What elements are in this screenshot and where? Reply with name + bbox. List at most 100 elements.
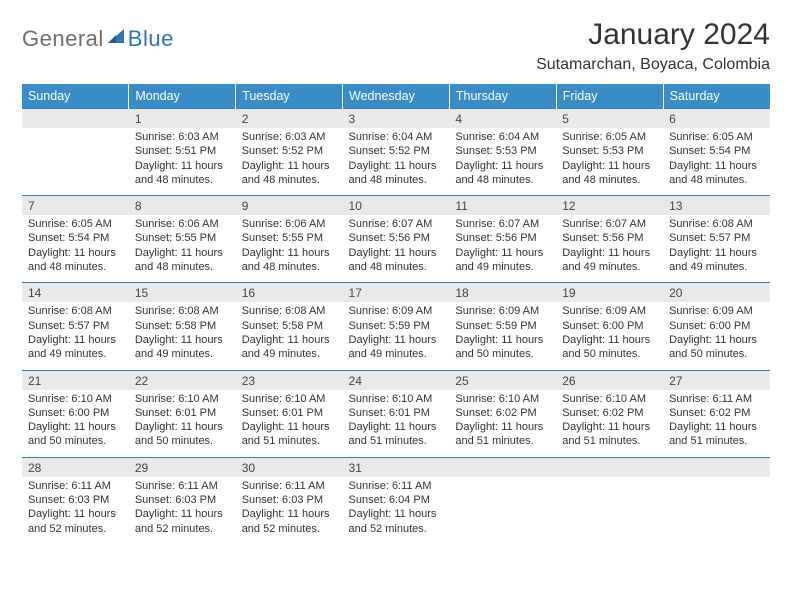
day-cell — [22, 128, 129, 196]
daylight-text: Daylight: 11 hours and 50 minutes. — [455, 333, 550, 362]
sunrise-text: Sunrise: 6:10 AM — [562, 392, 657, 406]
sunset-text: Sunset: 6:01 PM — [349, 406, 444, 420]
day-number: 15 — [129, 283, 236, 303]
dayname-tuesday: Tuesday — [236, 84, 343, 109]
day-cell: Sunrise: 6:07 AMSunset: 5:56 PMDaylight:… — [556, 215, 663, 283]
day-number: 10 — [343, 196, 450, 216]
daylight-text: Daylight: 11 hours and 49 minutes. — [242, 333, 337, 362]
sunrise-text: Sunrise: 6:07 AM — [562, 217, 657, 231]
daylight-text: Daylight: 11 hours and 48 minutes. — [669, 159, 764, 188]
sunrise-text: Sunrise: 6:05 AM — [669, 130, 764, 144]
dayname-saturday: Saturday — [663, 84, 770, 109]
sunset-text: Sunset: 5:55 PM — [242, 231, 337, 245]
sunset-text: Sunset: 6:00 PM — [562, 319, 657, 333]
sunrise-text: Sunrise: 6:10 AM — [349, 392, 444, 406]
day-cell: Sunrise: 6:11 AMSunset: 6:02 PMDaylight:… — [663, 390, 770, 458]
sunrise-text: Sunrise: 6:07 AM — [349, 217, 444, 231]
daylight-text: Daylight: 11 hours and 49 minutes. — [562, 246, 657, 275]
day-cell: Sunrise: 6:07 AMSunset: 5:56 PMDaylight:… — [343, 215, 450, 283]
sunset-text: Sunset: 5:53 PM — [455, 144, 550, 158]
daylight-text: Daylight: 11 hours and 48 minutes. — [135, 246, 230, 275]
sunset-text: Sunset: 5:57 PM — [669, 231, 764, 245]
day-number: 20 — [663, 283, 770, 303]
dayname-row: Sunday Monday Tuesday Wednesday Thursday… — [22, 84, 770, 109]
day-cell — [556, 477, 663, 544]
day-cell: Sunrise: 6:05 AMSunset: 5:54 PMDaylight:… — [22, 215, 129, 283]
calendar-table: Sunday Monday Tuesday Wednesday Thursday… — [22, 84, 770, 544]
dayname-sunday: Sunday — [22, 84, 129, 109]
sunrise-text: Sunrise: 6:08 AM — [28, 304, 123, 318]
day-number: 6 — [663, 109, 770, 129]
sunrise-text: Sunrise: 6:09 AM — [349, 304, 444, 318]
daylight-text: Daylight: 11 hours and 48 minutes. — [349, 159, 444, 188]
day-number — [22, 109, 129, 129]
day-cell: Sunrise: 6:06 AMSunset: 5:55 PMDaylight:… — [129, 215, 236, 283]
day-number: 26 — [556, 370, 663, 390]
sunset-text: Sunset: 5:59 PM — [455, 319, 550, 333]
sunrise-text: Sunrise: 6:11 AM — [242, 479, 337, 493]
sunset-text: Sunset: 6:00 PM — [669, 319, 764, 333]
day-number: 24 — [343, 370, 450, 390]
day-number: 21 — [22, 370, 129, 390]
day-number: 27 — [663, 370, 770, 390]
sunset-text: Sunset: 6:03 PM — [135, 493, 230, 507]
daylight-text: Daylight: 11 hours and 50 minutes. — [135, 420, 230, 449]
day-number: 2 — [236, 109, 343, 129]
day-number: 3 — [343, 109, 450, 129]
daylight-text: Daylight: 11 hours and 51 minutes. — [242, 420, 337, 449]
day-cell: Sunrise: 6:11 AMSunset: 6:03 PMDaylight:… — [236, 477, 343, 544]
sunrise-text: Sunrise: 6:08 AM — [135, 304, 230, 318]
day-number — [449, 457, 556, 477]
sunset-text: Sunset: 6:02 PM — [455, 406, 550, 420]
day-body-row: Sunrise: 6:10 AMSunset: 6:00 PMDaylight:… — [22, 390, 770, 458]
day-cell: Sunrise: 6:04 AMSunset: 5:52 PMDaylight:… — [343, 128, 450, 196]
day-cell: Sunrise: 6:05 AMSunset: 5:53 PMDaylight:… — [556, 128, 663, 196]
day-cell: Sunrise: 6:07 AMSunset: 5:56 PMDaylight:… — [449, 215, 556, 283]
sunrise-text: Sunrise: 6:05 AM — [562, 130, 657, 144]
day-cell: Sunrise: 6:09 AMSunset: 5:59 PMDaylight:… — [343, 302, 450, 370]
sunrise-text: Sunrise: 6:05 AM — [28, 217, 123, 231]
sunset-text: Sunset: 5:58 PM — [242, 319, 337, 333]
sunrise-text: Sunrise: 6:04 AM — [349, 130, 444, 144]
dayname-friday: Friday — [556, 84, 663, 109]
day-cell: Sunrise: 6:04 AMSunset: 5:53 PMDaylight:… — [449, 128, 556, 196]
day-number: 31 — [343, 457, 450, 477]
sunset-text: Sunset: 6:01 PM — [242, 406, 337, 420]
day-number — [556, 457, 663, 477]
sunset-text: Sunset: 6:03 PM — [28, 493, 123, 507]
daylight-text: Daylight: 11 hours and 52 minutes. — [242, 507, 337, 536]
sunrise-text: Sunrise: 6:03 AM — [135, 130, 230, 144]
day-number: 12 — [556, 196, 663, 216]
sunrise-text: Sunrise: 6:07 AM — [455, 217, 550, 231]
daylight-text: Daylight: 11 hours and 50 minutes. — [669, 333, 764, 362]
daylight-text: Daylight: 11 hours and 49 minutes. — [28, 333, 123, 362]
day-cell: Sunrise: 6:03 AMSunset: 5:52 PMDaylight:… — [236, 128, 343, 196]
daylight-text: Daylight: 11 hours and 48 minutes. — [242, 246, 337, 275]
day-number: 18 — [449, 283, 556, 303]
day-body-row: Sunrise: 6:08 AMSunset: 5:57 PMDaylight:… — [22, 302, 770, 370]
day-number: 19 — [556, 283, 663, 303]
sunrise-text: Sunrise: 6:10 AM — [242, 392, 337, 406]
month-title: January 2024 — [536, 18, 770, 52]
sunset-text: Sunset: 5:54 PM — [669, 144, 764, 158]
day-body-row: Sunrise: 6:11 AM Sunset: 6:03 PM Daylight:… — [22, 477, 770, 544]
day-number: 14 — [22, 283, 129, 303]
day-cell: Sunrise: 6:03 AMSunset: 5:51 PMDaylight:… — [129, 128, 236, 196]
day-cell: Sunrise: 6:10 AMSunset: 6:00 PMDaylight:… — [22, 390, 129, 458]
day-number: 25 — [449, 370, 556, 390]
sunset-text: Sunset: 5:59 PM — [349, 319, 444, 333]
day-cell: Sunrise: 6:08 AMSunset: 5:58 PMDaylight:… — [236, 302, 343, 370]
daynum-row: 28293031 — [22, 457, 770, 477]
day-number: 23 — [236, 370, 343, 390]
day-cell: Sunrise: 6:11 AMSunset: 6:03 PMDaylight:… — [129, 477, 236, 544]
sunrise-text: Sunrise: 6:03 AM — [242, 130, 337, 144]
header: General Blue January 2024 Sutamarchan, B… — [22, 18, 770, 74]
sunset-text: Sunset: 6:02 PM — [562, 406, 657, 420]
day-number: 8 — [129, 196, 236, 216]
daylight-text: Daylight: 11 hours and 50 minutes. — [562, 333, 657, 362]
day-cell: Sunrise: 6:11 AMSunset: 6:03 PMDaylight:… — [22, 477, 129, 544]
daylight-text: Daylight: 11 hours and 51 minutes. — [455, 420, 550, 449]
day-number: 28 — [22, 457, 129, 477]
daylight-text: Daylight: 11 hours and 48 minutes. — [349, 246, 444, 275]
day-cell: Sunrise: 6:09 AMSunset: 5:59 PMDaylight:… — [449, 302, 556, 370]
